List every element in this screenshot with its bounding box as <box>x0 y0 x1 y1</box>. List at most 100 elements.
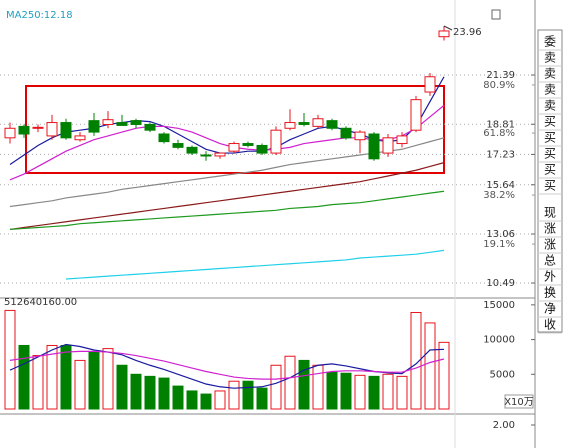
volume-bar <box>396 375 408 410</box>
volume-bar <box>214 390 226 410</box>
volume-title: 512640160.00 <box>4 297 77 308</box>
volume-bar <box>410 311 422 410</box>
candle-body <box>214 152 226 157</box>
candle-body <box>340 127 352 139</box>
ma-line <box>9 350 445 380</box>
candle-body <box>270 129 282 154</box>
candle-body <box>18 125 30 135</box>
ma-line <box>65 249 445 280</box>
candle-body <box>4 127 16 139</box>
volume-bar <box>60 344 72 410</box>
candle-body <box>242 143 254 146</box>
volume-bar <box>200 393 212 410</box>
side-label: 买 <box>544 115 556 129</box>
y-tick-label: 2.00 <box>493 420 515 431</box>
volume-bar <box>270 364 282 410</box>
candle-body <box>396 135 408 145</box>
side-label: 买 <box>544 163 556 177</box>
volume-bar <box>88 351 100 410</box>
unit-box <box>504 394 534 409</box>
volume-bar <box>158 377 170 410</box>
volume-bar <box>74 359 86 410</box>
volume-bar <box>298 359 310 410</box>
side-label: 买 <box>544 131 556 145</box>
side-label: 外 <box>544 270 556 284</box>
volume-bar <box>326 371 338 410</box>
candle-body <box>438 30 450 38</box>
y-tick-label: 80.9% <box>483 80 515 91</box>
volume-bar <box>46 344 58 410</box>
candle-body <box>312 118 324 127</box>
volume-bar <box>438 341 450 410</box>
volume-bar <box>256 387 268 410</box>
candle-body <box>74 135 86 141</box>
candle-body <box>116 122 128 126</box>
side-label: 总 <box>544 254 556 268</box>
candle-body <box>32 126 44 129</box>
side-label: 涨 <box>544 221 556 236</box>
y-tick-label: 10000 <box>483 335 515 346</box>
candle-body <box>256 144 268 154</box>
side-label: 委 <box>544 35 556 49</box>
side-label: 换 <box>544 286 556 300</box>
candle-body <box>144 123 156 131</box>
side-label: 卖 <box>544 99 556 113</box>
volume-bar <box>172 385 184 410</box>
y-tick-label: 5000 <box>490 369 515 380</box>
volume-bar <box>340 372 352 410</box>
candle-body <box>368 133 380 160</box>
volume-bar <box>130 373 142 410</box>
high-label: 23.96 <box>453 27 482 38</box>
side-label: 卖 <box>544 83 556 97</box>
high-marker <box>443 25 453 31</box>
candle-body <box>228 143 240 152</box>
y-tick-label: 61.8% <box>483 128 515 139</box>
side-label: 卖 <box>544 51 556 65</box>
side-label: 收 <box>544 318 556 332</box>
side-label: 现 <box>544 206 556 220</box>
candle-body <box>284 122 296 129</box>
side-label: 涨 <box>544 237 556 252</box>
y-tick-label: 38.2% <box>483 190 515 201</box>
candle-body <box>354 131 366 141</box>
candle-body <box>326 120 338 129</box>
unit-label: X10万 <box>504 397 534 408</box>
y-tick-label: 19.1% <box>483 239 515 250</box>
candle-body <box>158 133 170 143</box>
candle-body <box>60 122 72 139</box>
side-label: 买 <box>544 179 556 193</box>
volume-bar <box>186 390 198 410</box>
side-frame <box>537 29 563 333</box>
candle-body <box>102 119 114 125</box>
candle-body <box>186 146 198 154</box>
volume-bar <box>18 344 30 410</box>
candle-body <box>382 137 394 154</box>
ma-line <box>9 190 445 231</box>
volume-bar <box>242 380 254 410</box>
side-label: 买 <box>544 147 556 161</box>
volume-bar <box>312 364 324 410</box>
volume-bar <box>144 375 156 410</box>
y-tick-label: 15000 <box>483 300 515 311</box>
candle-body <box>410 99 422 131</box>
volume-bar <box>116 364 128 410</box>
volume-bar <box>382 373 394 410</box>
window-icon[interactable] <box>491 9 501 20</box>
side-label: 卖 <box>544 67 556 81</box>
volume-bar <box>424 322 436 410</box>
candle-body <box>200 154 212 157</box>
volume-bar <box>368 375 380 410</box>
candle-body <box>172 143 184 148</box>
volume-bar <box>354 374 366 410</box>
volume-bar <box>284 355 296 410</box>
candle-body <box>424 76 436 93</box>
candle-body <box>298 122 310 125</box>
volume-bar <box>32 355 44 410</box>
volume-bar <box>228 380 240 410</box>
candle-body <box>130 120 142 125</box>
candle-body <box>46 122 58 137</box>
volume-bar <box>102 348 114 410</box>
ma-line <box>9 162 445 231</box>
